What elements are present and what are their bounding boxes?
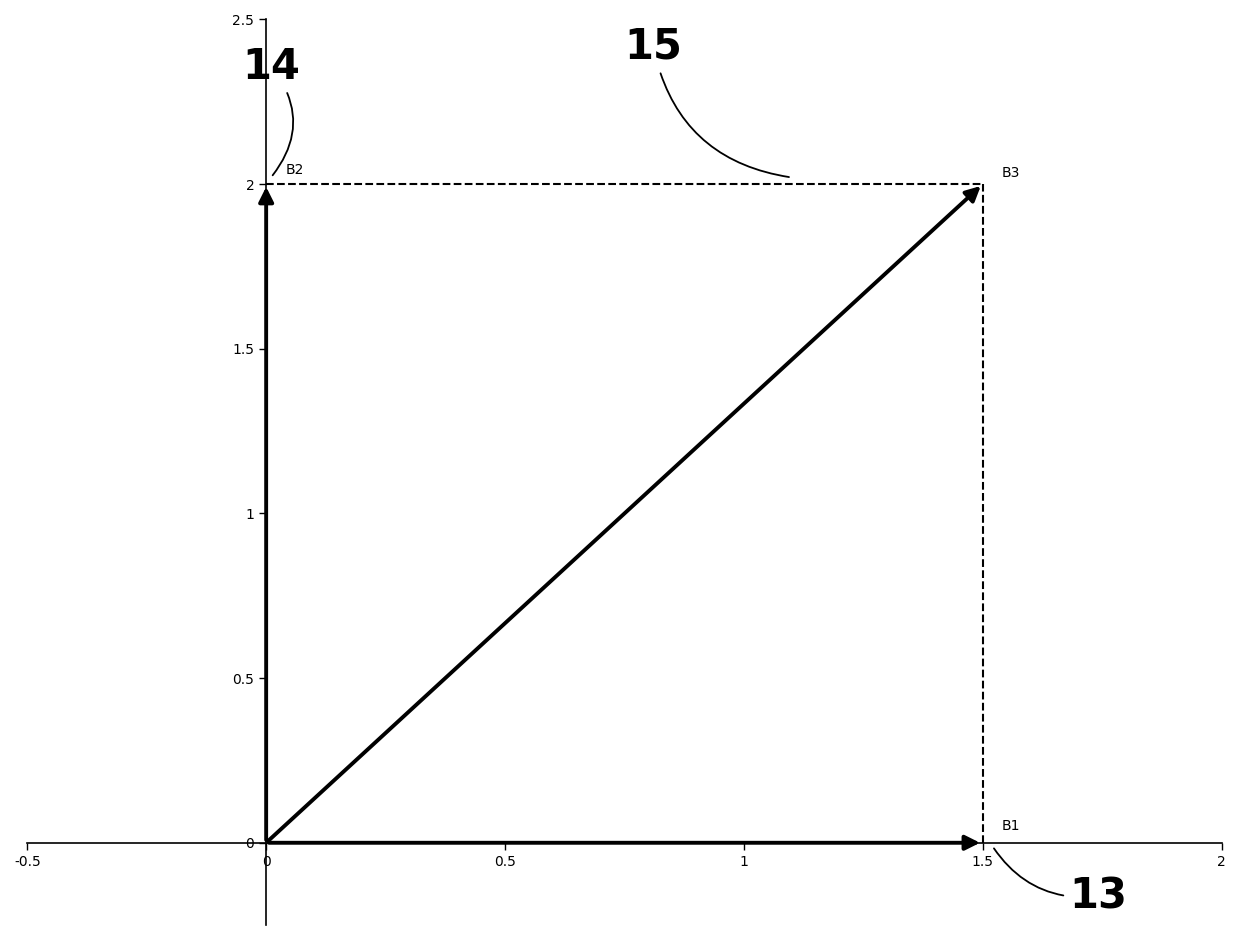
Text: 14: 14: [242, 46, 300, 176]
Text: 13: 13: [994, 848, 1127, 917]
Text: B1: B1: [1002, 819, 1021, 833]
Text: B2: B2: [285, 163, 304, 177]
Text: B3: B3: [1002, 166, 1021, 180]
Text: 15: 15: [625, 26, 789, 177]
